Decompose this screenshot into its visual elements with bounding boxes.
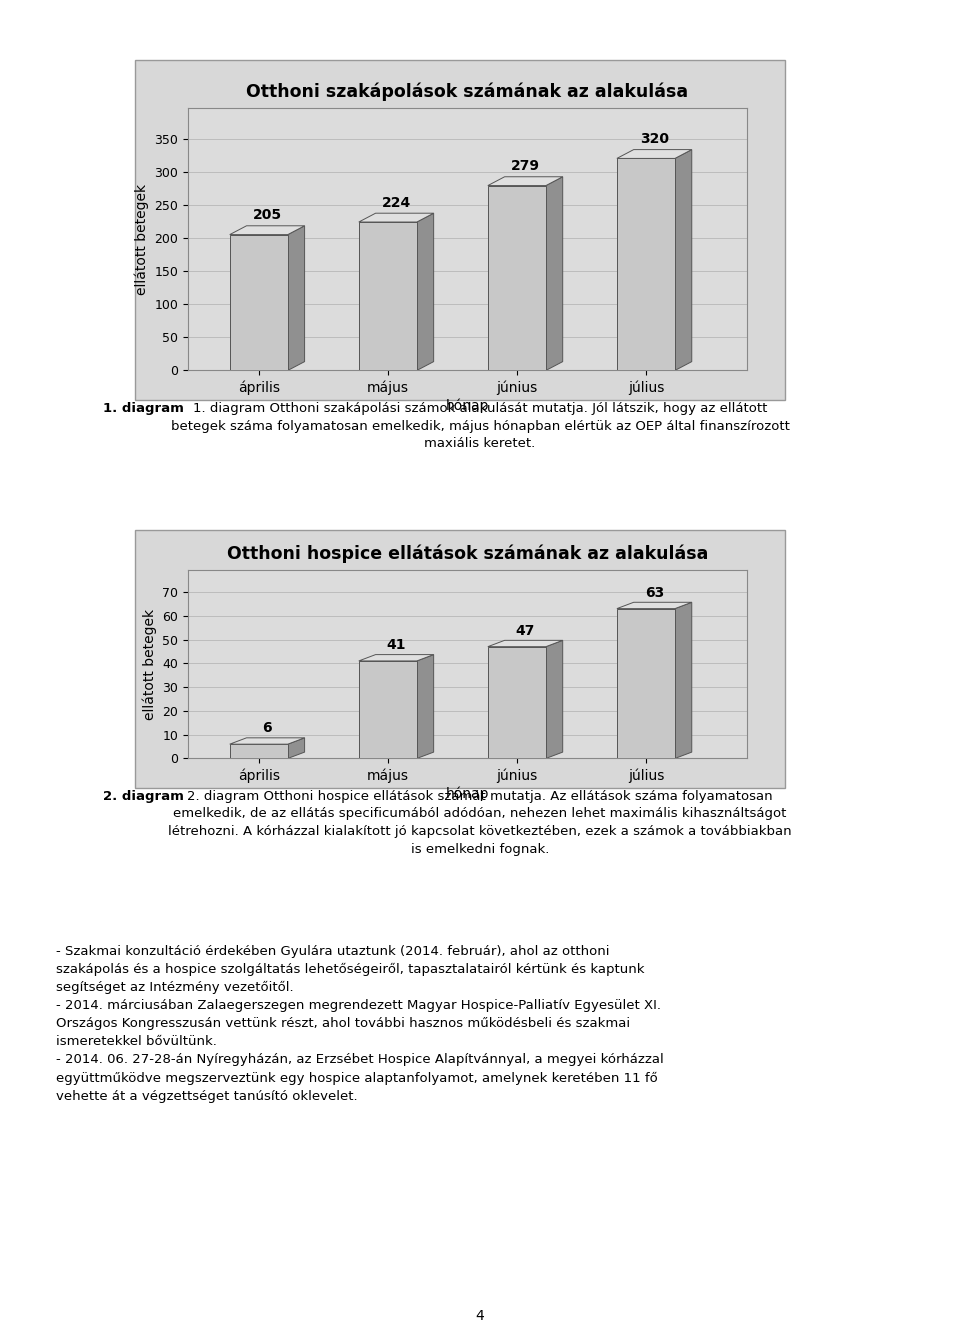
Polygon shape: [675, 602, 692, 758]
Bar: [359, 222, 417, 371]
Text: 2. diagram Otthoni hospice ellátások számát mutatja. Az ellátások száma folyamat: 2. diagram Otthoni hospice ellátások szá…: [168, 790, 792, 856]
Title: Otthoni hospice ellátások számának az alakulása: Otthoni hospice ellátások számának az al…: [227, 544, 708, 563]
Text: 63: 63: [645, 586, 664, 599]
Polygon shape: [288, 738, 304, 758]
Bar: [617, 159, 675, 371]
Text: 205: 205: [252, 208, 281, 222]
Polygon shape: [546, 177, 563, 371]
Polygon shape: [288, 226, 304, 371]
Polygon shape: [359, 655, 434, 661]
Text: 1. diagram Otthoni szakápolási számok alakulását mutatja. Jól látszik, hogy az e: 1. diagram Otthoni szakápolási számok al…: [171, 402, 789, 450]
Text: 2. diagram: 2. diagram: [103, 790, 183, 802]
Text: 320: 320: [639, 132, 669, 146]
Bar: [617, 609, 675, 758]
Polygon shape: [675, 149, 692, 371]
Polygon shape: [229, 738, 304, 745]
Text: 4: 4: [475, 1309, 485, 1324]
Text: 47: 47: [516, 624, 535, 638]
Text: 279: 279: [511, 160, 540, 173]
Polygon shape: [359, 214, 434, 222]
Bar: [488, 185, 546, 371]
Polygon shape: [617, 602, 692, 609]
Polygon shape: [488, 640, 563, 646]
Polygon shape: [229, 226, 304, 235]
Text: - Szakmai konzultáció érdekében Gyulára utaztunk (2014. február), ahol az otthon: - Szakmai konzultáció érdekében Gyulára …: [56, 945, 663, 1102]
Polygon shape: [546, 640, 563, 758]
Text: 224: 224: [381, 196, 411, 210]
Text: 1. diagram: 1. diagram: [103, 402, 183, 415]
Bar: [359, 661, 417, 758]
Polygon shape: [488, 177, 563, 185]
Bar: [229, 235, 288, 371]
Y-axis label: ellátott betegek: ellátott betegek: [134, 184, 149, 294]
X-axis label: hónap: hónap: [445, 786, 489, 801]
Text: 6: 6: [262, 722, 272, 735]
Text: 1. diagram Otthoni szakápolási számok alakulását mutatja. Jól látszik, hogy az e: 1. diagram Otthoni szakápolási számok al…: [171, 402, 789, 450]
Y-axis label: ellátott betegek: ellátott betegek: [142, 609, 156, 720]
Bar: [229, 745, 288, 758]
Polygon shape: [417, 655, 434, 758]
Text: 41: 41: [387, 638, 406, 652]
Bar: [488, 646, 546, 758]
Polygon shape: [617, 149, 692, 159]
X-axis label: hónap: hónap: [445, 399, 489, 414]
Title: Otthoni szakápolások számának az alakulása: Otthoni szakápolások számának az alakulá…: [246, 83, 688, 101]
Polygon shape: [417, 214, 434, 371]
